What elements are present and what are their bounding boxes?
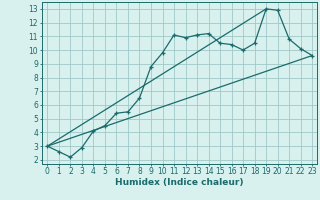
X-axis label: Humidex (Indice chaleur): Humidex (Indice chaleur) xyxy=(115,178,244,187)
